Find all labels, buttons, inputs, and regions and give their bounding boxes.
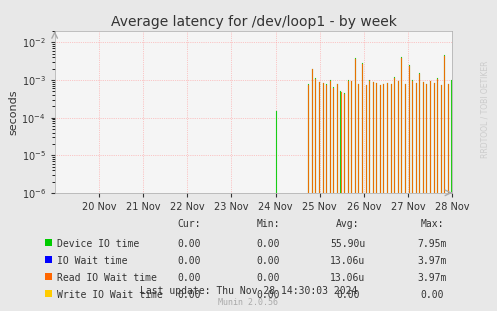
Title: Average latency for /dev/loop1 - by week: Average latency for /dev/loop1 - by week (110, 15, 397, 29)
Text: 0.00: 0.00 (420, 290, 444, 300)
Text: Avg:: Avg: (336, 219, 360, 229)
Text: 0.00: 0.00 (177, 290, 201, 300)
Text: 0.00: 0.00 (336, 290, 360, 300)
Text: 0.00: 0.00 (256, 256, 280, 266)
Text: 0.00: 0.00 (256, 273, 280, 283)
Text: Munin 2.0.56: Munin 2.0.56 (219, 298, 278, 307)
Text: 0.00: 0.00 (256, 290, 280, 300)
Text: 0.00: 0.00 (177, 256, 201, 266)
Text: 3.97m: 3.97m (417, 256, 447, 266)
Text: 13.06u: 13.06u (331, 273, 365, 283)
Text: Read IO Wait time: Read IO Wait time (57, 273, 157, 283)
Text: Device IO time: Device IO time (57, 239, 139, 249)
Text: 13.06u: 13.06u (331, 256, 365, 266)
Text: Write IO Wait time: Write IO Wait time (57, 290, 163, 300)
Text: 55.90u: 55.90u (331, 239, 365, 249)
Text: Last update: Thu Nov 28 14:30:03 2024: Last update: Thu Nov 28 14:30:03 2024 (140, 286, 357, 296)
Text: Max:: Max: (420, 219, 444, 229)
Text: 0.00: 0.00 (177, 273, 201, 283)
Text: 0.00: 0.00 (177, 239, 201, 249)
Text: 0.00: 0.00 (256, 239, 280, 249)
Text: RRDTOOL / TOBI OETIKER: RRDTOOL / TOBI OETIKER (481, 60, 490, 158)
Y-axis label: seconds: seconds (8, 89, 19, 135)
Text: Cur:: Cur: (177, 219, 201, 229)
Text: 7.95m: 7.95m (417, 239, 447, 249)
Text: IO Wait time: IO Wait time (57, 256, 128, 266)
Text: Min:: Min: (256, 219, 280, 229)
Text: 3.97m: 3.97m (417, 273, 447, 283)
